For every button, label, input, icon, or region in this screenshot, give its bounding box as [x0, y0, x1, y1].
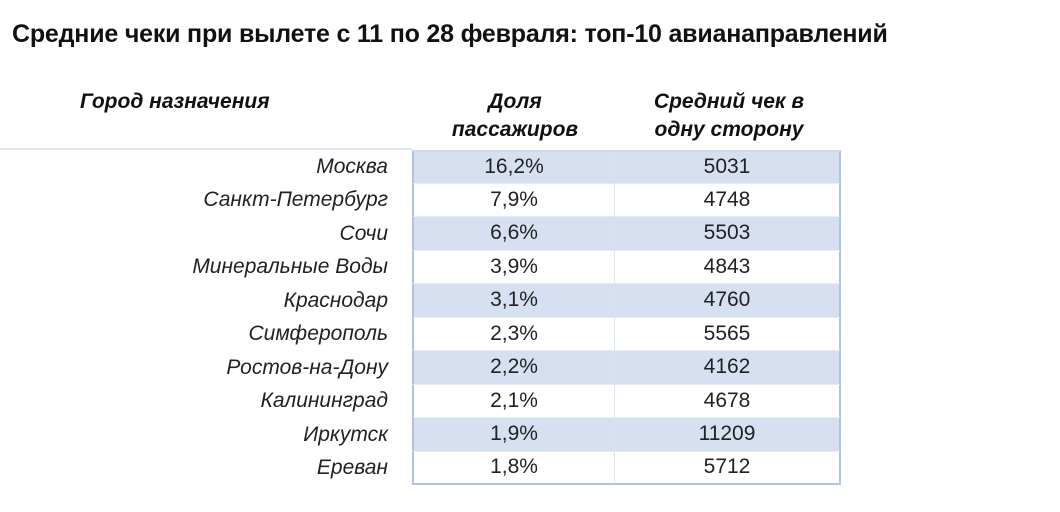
header-share: Доля пассажиров [420, 88, 610, 144]
cell-avg-check: 5031 [615, 150, 841, 184]
header-check-line2: одну сторону [654, 118, 804, 141]
cell-city: Сочи [339, 221, 388, 245]
cell-avg-check: 4760 [615, 284, 841, 318]
cell-avg-check: 5503 [615, 217, 841, 251]
cell-share: 1,8% [412, 451, 615, 485]
header-avg-check: Средний чек в одну сторону [618, 88, 840, 144]
cell-avg-check: 4162 [615, 351, 841, 385]
cell-city: Иркутск [303, 422, 388, 446]
table-row: Санкт-Петербург 7,9% 4748 [0, 183, 860, 217]
table-header: Город назначения Доля пассажиров Средний… [0, 86, 1060, 146]
table-row: Ростов-на-Дону 2,2% 4162 [0, 351, 860, 385]
header-check-line1: Средний чек в [653, 90, 805, 113]
table-row: Иркутск 1,9% 11209 [0, 418, 860, 452]
table-row: Сочи 6,6% 5503 [0, 217, 860, 251]
table-row: Калининград 2,1% 4678 [0, 384, 860, 418]
cell-city: Калининград [260, 389, 388, 413]
cell-share: 7,9% [412, 183, 615, 217]
table-row: Краснодар 3,1% 4760 [0, 284, 860, 318]
cell-share: 3,1% [412, 284, 615, 318]
page-title: Средние чеки при вылете с 11 по 28 февра… [12, 20, 888, 48]
cell-avg-check: 4748 [615, 183, 841, 217]
table-row: Симферополь 2,3% 5565 [0, 317, 860, 351]
cell-avg-check: 4843 [615, 250, 841, 284]
cell-city: Ростов-на-Дону [226, 355, 388, 379]
table-row: Москва 16,2% 5031 [0, 150, 860, 184]
table-row: Ереван 1,8% 5712 [0, 451, 860, 485]
cell-share: 3,9% [412, 250, 615, 284]
cell-city: Санкт-Петербург [203, 188, 388, 212]
cell-city: Минеральные Воды [192, 255, 388, 279]
cell-city: Краснодар [283, 288, 388, 312]
cell-share: 1,9% [412, 418, 615, 452]
cell-city: Симферополь [248, 322, 388, 346]
cell-share: 2,3% [412, 317, 615, 351]
destinations-table: Москва 16,2% 5031 Санкт-Петербург 7,9% 4… [0, 150, 860, 485]
cell-city: Москва [316, 154, 388, 178]
cell-avg-check: 5712 [615, 451, 841, 485]
header-city: Город назначения [80, 88, 300, 116]
header-share-line1: Доля [488, 90, 542, 113]
cell-avg-check: 5565 [615, 317, 841, 351]
table-row: Минеральные Воды 3,9% 4843 [0, 250, 860, 284]
header-city-label: Город назначения [80, 90, 270, 113]
cell-share: 2,1% [412, 384, 615, 418]
header-share-line2: пассажиров [451, 118, 579, 141]
header-divider [0, 148, 412, 150]
cell-share: 2,2% [412, 351, 615, 385]
cell-avg-check: 4678 [615, 384, 841, 418]
cell-city: Ереван [316, 456, 388, 480]
cell-avg-check: 11209 [615, 418, 841, 452]
cell-share: 6,6% [412, 217, 615, 251]
cell-share: 16,2% [412, 150, 615, 184]
